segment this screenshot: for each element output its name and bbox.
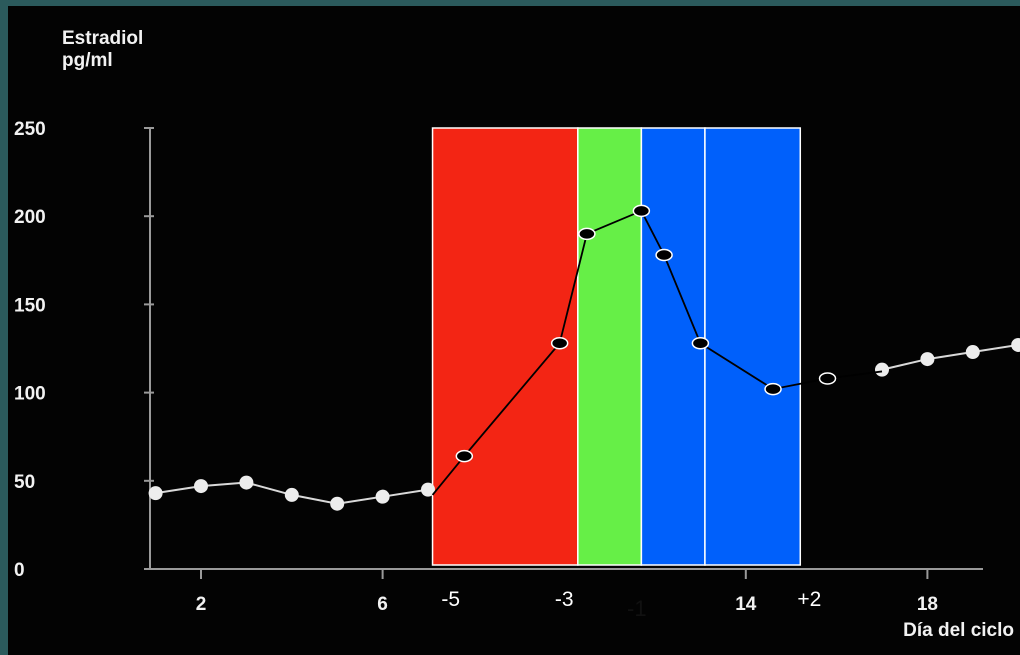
- phase-band-4: [704, 127, 802, 566]
- data-point-6: [375, 489, 390, 504]
- phase-label-2: -3: [555, 588, 574, 611]
- data-point-10: [965, 345, 980, 360]
- overlay-point-8: [818, 372, 837, 385]
- overlay-point-6: [691, 336, 710, 350]
- y-tick-label-250: 250: [14, 119, 46, 140]
- x-tick-label-14: 14: [735, 594, 757, 615]
- data-point-2: [194, 479, 208, 494]
- data-point-4: [284, 487, 299, 502]
- y-axis-title-line1: Estradiol: [62, 28, 143, 49]
- y-tick-label-50: 50: [14, 472, 35, 493]
- data-point-8: [875, 362, 889, 377]
- data-point-5: [330, 496, 345, 511]
- y-tick-label-0: 0: [14, 560, 25, 581]
- estradiol-series: [148, 337, 1020, 511]
- overlay-line: [431, 209, 883, 496]
- data-point-1: [148, 486, 163, 501]
- y-tick-label-150: 150: [14, 295, 46, 316]
- overlay-point-1: [455, 449, 474, 463]
- phase-label-3: -1: [627, 596, 647, 621]
- x-tick-label-18: 18: [917, 594, 938, 615]
- estradiol-chart: Estradiol pg/ml Día del ciclo 0 50 100 150 2…: [14, 28, 1020, 641]
- overlay-series: [431, 204, 883, 496]
- x-tick-label-6: 6: [377, 594, 388, 615]
- overlay-point-3: [578, 227, 596, 241]
- phase-bands: [431, 127, 802, 566]
- overlay-point-2: [550, 336, 569, 350]
- data-point-7: [421, 482, 435, 497]
- y-axis-title-line2: pg/ml: [62, 50, 113, 71]
- phase-label-4: +2: [797, 588, 821, 611]
- y-tick-label-100: 100: [14, 384, 46, 405]
- phase-band-2: [577, 127, 643, 566]
- estradiol-line-segment-2: [881, 343, 1020, 371]
- overlay-point-4: [632, 204, 651, 218]
- data-point-3: [239, 475, 254, 490]
- tick-labels: 0501001502002502614182226-5-3-1+2: [14, 119, 938, 621]
- overlay-point-5: [655, 248, 673, 262]
- x-axis-title: Día del ciclo: [903, 620, 1014, 641]
- data-point-9: [920, 352, 935, 367]
- chart-frame: Estradiol pg/ml Día del ciclo 0 50 100 150 2…: [8, 6, 1020, 655]
- y-tick-label-200: 200: [14, 207, 46, 228]
- data-point-11: [1011, 337, 1020, 352]
- x-tick-label-2: 2: [196, 594, 207, 615]
- overlay-point-7: [764, 382, 782, 396]
- phase-label-1: -5: [441, 588, 460, 611]
